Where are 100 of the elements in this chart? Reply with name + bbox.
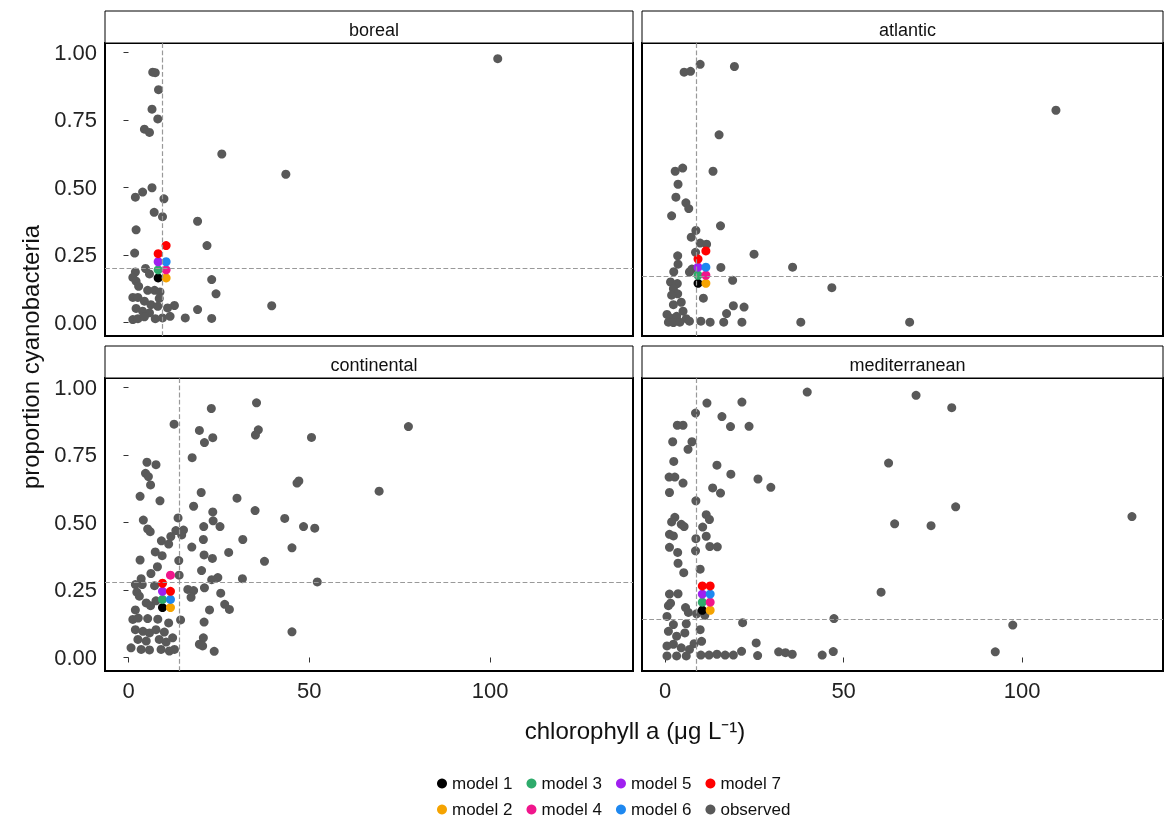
point	[147, 104, 157, 114]
y-tick-label: 0.00	[54, 645, 97, 670]
point	[698, 293, 708, 303]
x-tick-label: 100	[1003, 677, 1041, 703]
point	[193, 216, 203, 226]
point	[217, 149, 227, 159]
x-axis-title: chlorophyll a (μg L⁻¹)	[524, 716, 746, 744]
y-tick-label: 0.25	[54, 577, 97, 603]
point	[788, 262, 798, 272]
point	[701, 246, 711, 256]
point	[678, 163, 688, 173]
point	[158, 594, 167, 604]
point	[749, 249, 759, 259]
point	[728, 301, 738, 311]
point	[207, 275, 217, 285]
point	[165, 570, 175, 580]
point	[673, 259, 683, 269]
point	[728, 275, 738, 285]
point	[158, 578, 167, 588]
point	[697, 581, 707, 591]
y-tick-label: 1.00	[54, 39, 97, 65]
point	[705, 605, 715, 615]
y-tick-label: 0.00	[54, 310, 97, 335]
point	[153, 301, 163, 311]
y-tick-label: 0.75	[54, 442, 97, 468]
chart-title: boreal	[348, 20, 400, 40]
point	[716, 262, 726, 272]
point	[696, 316, 706, 326]
legend-label: observed	[720, 800, 791, 819]
y-tick-label: 0.50	[54, 174, 97, 200]
point	[671, 192, 681, 202]
point	[667, 211, 677, 221]
point	[193, 305, 203, 315]
point	[905, 317, 915, 327]
point	[737, 317, 747, 327]
point	[669, 267, 679, 277]
point	[153, 257, 163, 267]
point	[153, 114, 163, 124]
point	[701, 262, 711, 272]
point	[676, 297, 686, 307]
x-tick-label: 100	[471, 677, 509, 703]
chart-title: atlantic	[878, 20, 937, 40]
point	[154, 85, 164, 95]
point	[138, 187, 148, 197]
point	[153, 249, 163, 259]
point	[701, 278, 711, 288]
point	[697, 589, 707, 599]
point	[796, 317, 806, 327]
point	[705, 317, 715, 327]
point	[714, 130, 724, 140]
point	[719, 317, 729, 327]
point	[705, 597, 715, 607]
chart-title: mediterranean	[849, 355, 966, 375]
point	[161, 241, 171, 251]
point	[165, 594, 175, 604]
point	[165, 603, 175, 613]
y-tick-label: 0.50	[54, 509, 97, 535]
point	[159, 194, 169, 204]
legend-label: model 1	[452, 774, 513, 793]
x-tick-label: 50	[831, 677, 856, 703]
point	[695, 59, 705, 69]
point	[697, 597, 707, 607]
y-tick-label: 0.75	[54, 107, 97, 133]
point	[153, 273, 163, 283]
point	[739, 302, 749, 312]
point	[668, 300, 678, 310]
point	[686, 232, 696, 242]
point	[675, 317, 685, 327]
point	[158, 586, 167, 596]
legend-label: model 5	[630, 774, 692, 793]
x-tick-label: 0	[659, 677, 672, 703]
point	[165, 586, 175, 596]
point	[130, 192, 140, 202]
point	[134, 281, 144, 291]
legend-label: model 7	[720, 774, 781, 793]
y-tick-label: 1.00	[54, 374, 97, 400]
point	[202, 241, 212, 251]
point	[705, 581, 715, 591]
point	[673, 251, 683, 261]
point	[169, 300, 179, 310]
point	[161, 257, 171, 267]
point	[281, 169, 291, 179]
point	[678, 306, 688, 316]
point	[147, 183, 157, 193]
y-tick-label: 0.25	[54, 242, 97, 268]
point	[673, 179, 683, 189]
point	[684, 204, 694, 214]
point	[165, 311, 175, 321]
point	[211, 289, 221, 299]
point	[158, 603, 167, 613]
y-axis-title: proportion cyanobacteria	[16, 224, 44, 490]
point	[716, 221, 726, 231]
point	[139, 296, 149, 306]
point	[705, 589, 715, 599]
point	[163, 303, 173, 313]
point	[729, 62, 739, 71]
point	[149, 207, 159, 217]
legend-label: model 2	[452, 800, 513, 819]
point	[722, 309, 732, 319]
point	[131, 225, 141, 235]
